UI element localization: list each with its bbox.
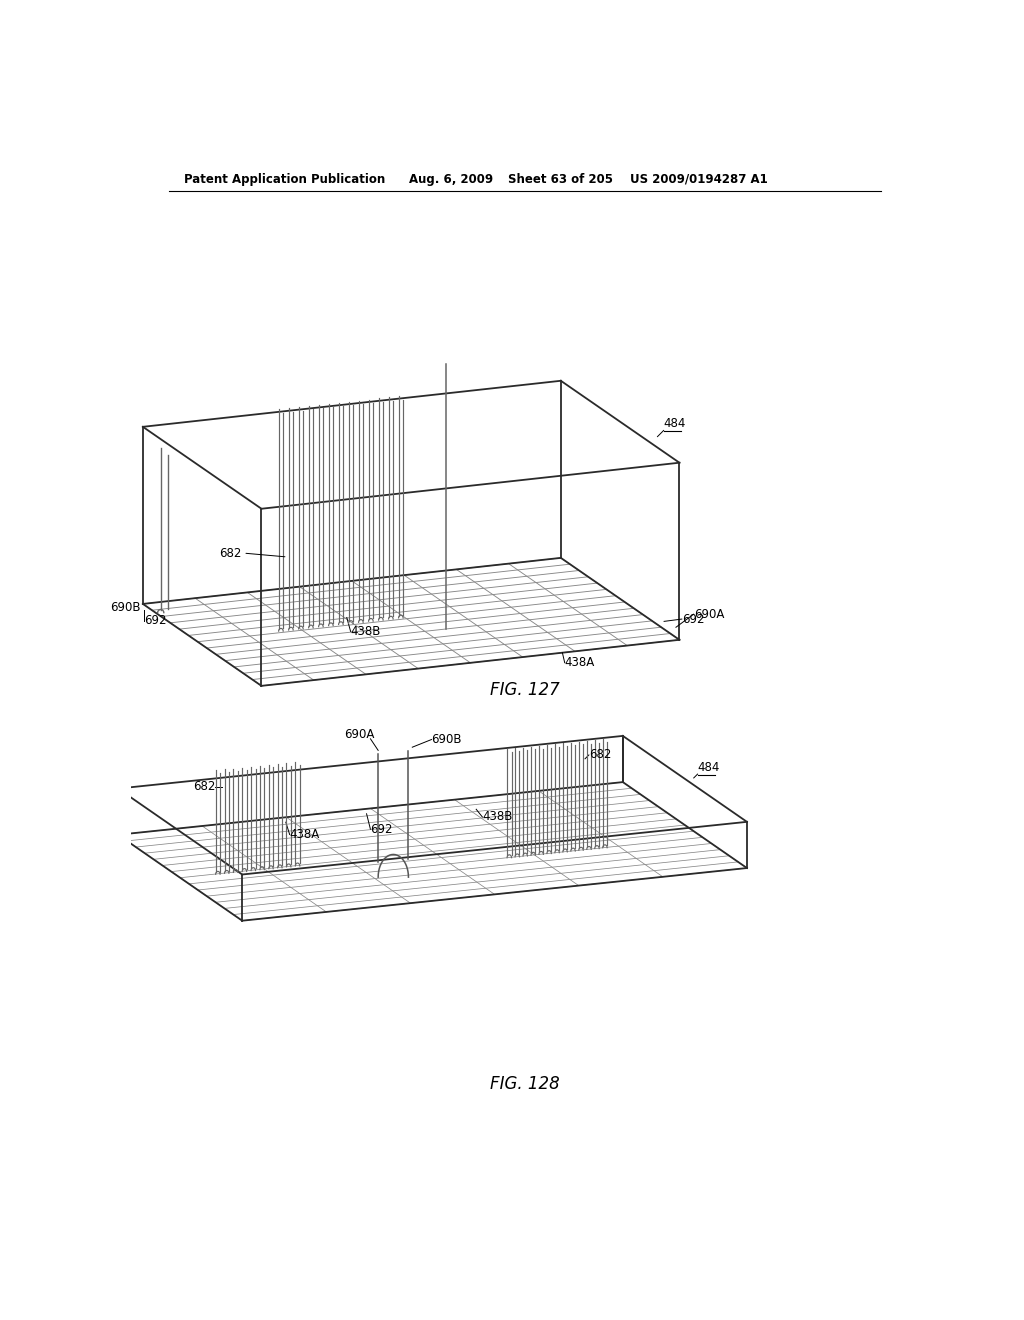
- Text: 438B: 438B: [350, 624, 381, 638]
- Text: 690A: 690A: [344, 729, 374, 742]
- Text: 690A: 690A: [693, 607, 724, 620]
- Text: 692: 692: [682, 612, 705, 626]
- Text: 690B: 690B: [110, 602, 140, 614]
- Text: 484: 484: [664, 417, 686, 430]
- Text: 438A: 438A: [290, 828, 319, 841]
- Text: 682: 682: [193, 780, 215, 793]
- Text: 690B: 690B: [431, 733, 462, 746]
- Text: FIG. 127: FIG. 127: [489, 681, 560, 698]
- Text: Aug. 6, 2009: Aug. 6, 2009: [410, 173, 494, 186]
- Text: 682: 682: [589, 748, 611, 762]
- Text: US 2009/0194287 A1: US 2009/0194287 A1: [630, 173, 767, 186]
- Text: 692: 692: [371, 822, 393, 836]
- Text: Patent Application Publication: Patent Application Publication: [184, 173, 386, 186]
- Text: FIG. 128: FIG. 128: [489, 1074, 560, 1093]
- Text: 484: 484: [697, 762, 720, 774]
- Text: 682: 682: [219, 546, 242, 560]
- Text: 438B: 438B: [482, 810, 513, 824]
- Text: 438A: 438A: [564, 656, 595, 669]
- Text: 692: 692: [144, 614, 167, 627]
- Text: Sheet 63 of 205: Sheet 63 of 205: [508, 173, 612, 186]
